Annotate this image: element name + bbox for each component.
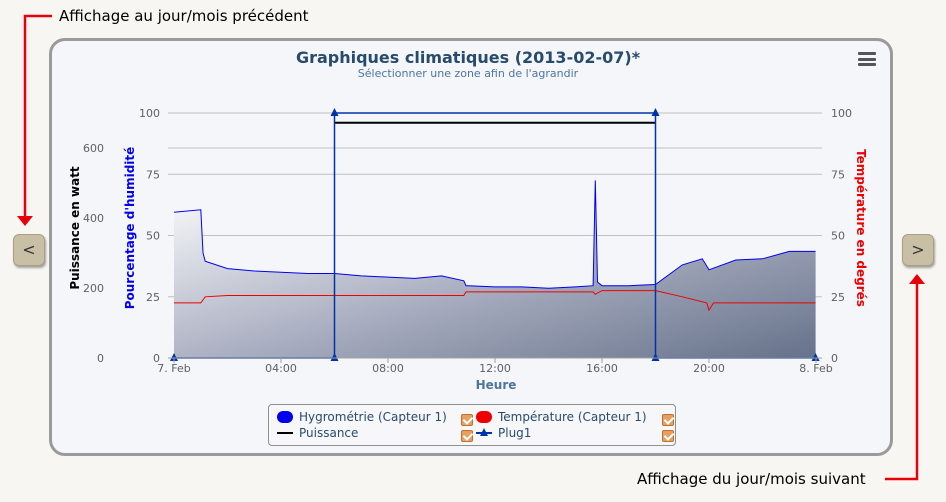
legend-label-temperature: Température (Capteur 1) <box>498 410 647 424</box>
y-tick-label: 75 <box>146 168 160 181</box>
checkbox-temperature[interactable] <box>662 414 674 426</box>
chart-subtitle: Sélectionner une zone afin de l'agrandir <box>358 67 579 80</box>
y-axis-title-temperature: Température en degrés <box>854 149 868 307</box>
next-annotation: Affichage du jour/mois suivant <box>637 470 866 488</box>
y-tick-label-power: 0 <box>97 352 104 365</box>
y-tick-label: 100 <box>139 107 160 120</box>
x-tick-label: 20:00 <box>693 362 725 375</box>
x-tick-label: 7. Feb <box>157 362 190 375</box>
y-tick-label-right: 0 <box>831 352 838 365</box>
previous-button[interactable]: < <box>13 234 45 266</box>
x-axis-title: Heure <box>476 378 517 392</box>
plot-area <box>170 108 820 361</box>
chart-title: Graphiques climatiques (2013-02-07)* <box>296 48 641 67</box>
legend-item-hygrometrie[interactable]: Hygrométrie (Capteur 1) <box>277 410 447 424</box>
checkbox-plug1[interactable] <box>662 430 674 442</box>
plug1-marker <box>811 353 820 361</box>
series-line-temperature <box>174 290 816 312</box>
x-tick-label: 8. Feb <box>799 362 832 375</box>
legend-label-plug1: Plug1 <box>498 426 532 440</box>
legend-item-puissance[interactable]: Puissance <box>277 426 358 440</box>
hamburger-menu-icon[interactable] <box>858 52 876 66</box>
plug1-marker <box>170 353 178 361</box>
x-tick-label: 08:00 <box>372 362 404 375</box>
checkbox-hygrometrie[interactable] <box>461 414 473 426</box>
plug-swatch <box>476 428 492 436</box>
y-axis-title-power: Puissance en watt <box>68 166 82 290</box>
x-tick-label: 12:00 <box>479 362 511 375</box>
y-tick-label-right: 25 <box>831 291 845 304</box>
plug1-marker <box>651 108 660 116</box>
checkbox-puissance[interactable] <box>461 430 473 442</box>
x-tick-label: 04:00 <box>265 362 297 375</box>
x-tick-label: 16:00 <box>586 362 618 375</box>
y-tick-label: 50 <box>146 230 160 243</box>
legend-label-puissance: Puissance <box>299 426 359 440</box>
y-tick-label: 0 <box>153 352 160 365</box>
hygro-swatch <box>277 411 293 423</box>
plug1-marker <box>330 108 339 116</box>
y-tick-label-power: 400 <box>83 212 104 225</box>
previous-annotation: Affichage au jour/mois précédent <box>59 7 309 25</box>
series-area-fill <box>174 180 816 358</box>
y-tick-label-power: 200 <box>83 282 104 295</box>
legend-label-hygrometrie: Hygrométrie (Capteur 1) <box>299 410 447 424</box>
y-axis-title-humidity: Pourcentage d'humidité <box>123 147 137 310</box>
y-tick-label-right: 50 <box>831 230 845 243</box>
legend-item-temperature[interactable]: Température (Capteur 1) <box>476 410 647 424</box>
plug1-marker <box>651 353 660 361</box>
y-tick-label-right: 75 <box>831 168 845 181</box>
temp-swatch <box>476 411 492 423</box>
power-swatch <box>277 432 293 434</box>
plug1-marker <box>330 353 339 361</box>
series-line-hygrometrie <box>173 180 816 289</box>
axes: 0 0 25 25 50 50 75 75 100 100 0 200 400 600Puissance … <box>68 107 868 392</box>
legend-item-plug1[interactable]: Plug1 <box>476 426 531 440</box>
next-button[interactable]: > <box>902 234 934 266</box>
y-tick-label-power: 600 <box>83 142 104 155</box>
chart-legend: Hygrométrie (Capteur 1) Température (Cap… <box>268 404 676 446</box>
y-tick-label-right: 100 <box>831 107 852 120</box>
y-tick-label: 25 <box>146 291 160 304</box>
